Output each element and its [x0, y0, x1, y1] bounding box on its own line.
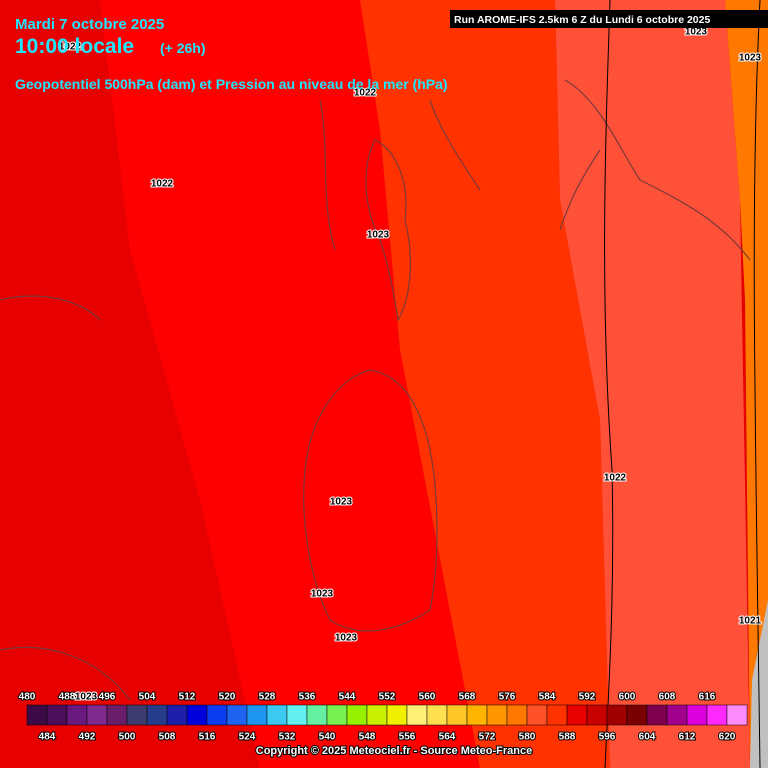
color-swatch	[266, 704, 288, 726]
level-label: 616	[699, 692, 716, 703]
level-label: 480	[19, 692, 36, 703]
color-swatch	[46, 704, 68, 726]
level-label: 608	[659, 692, 676, 703]
color-swatch	[586, 704, 608, 726]
color-swatch	[466, 704, 488, 726]
level-label: 520	[219, 692, 236, 703]
color-swatch	[646, 704, 668, 726]
color-swatch	[486, 704, 508, 726]
level-label: 592	[579, 692, 596, 703]
level-label: 500	[119, 732, 136, 743]
color-swatch	[566, 704, 588, 726]
level-label: 620	[719, 732, 736, 743]
isobar-label: 1022	[354, 88, 377, 99]
level-label: 484	[39, 732, 56, 743]
level-label: 588	[559, 732, 576, 743]
color-swatch	[686, 704, 708, 726]
field-orange-red	[360, 0, 610, 768]
level-label: 552	[379, 692, 396, 703]
level-label: 508	[159, 732, 176, 743]
color-swatch	[146, 704, 168, 726]
color-swatch	[406, 704, 428, 726]
color-swatch	[86, 704, 108, 726]
level-label: 532	[279, 732, 296, 743]
level-label: 544	[339, 692, 356, 703]
color-swatch	[546, 704, 568, 726]
level-label: 496	[99, 692, 116, 703]
isobar-label: 1023	[335, 633, 358, 644]
color-swatch	[246, 704, 268, 726]
color-swatch	[446, 704, 468, 726]
color-swatch	[126, 704, 148, 726]
coastlines	[0, 79, 751, 701]
color-swatch	[426, 704, 448, 726]
date: Mardi 7 octobre 2025	[15, 16, 164, 33]
isobar-label: 1023	[75, 692, 98, 703]
level-label: 604	[639, 732, 656, 743]
color-swatch	[66, 704, 88, 726]
color-swatch	[346, 704, 368, 726]
color-swatch	[526, 704, 548, 726]
color-swatch	[706, 704, 728, 726]
level-label: 560	[419, 692, 436, 703]
isobar-label: 1022	[151, 179, 174, 190]
run-box	[450, 10, 768, 28]
level-label: 600	[619, 692, 636, 703]
color-swatch	[606, 704, 628, 726]
level-label: 564	[439, 732, 456, 743]
color-swatch	[386, 704, 408, 726]
level-label: 584	[539, 692, 556, 703]
isobar-label: 1021	[739, 616, 762, 627]
color-swatch	[666, 704, 688, 726]
color-swatch	[506, 704, 528, 726]
level-label: 512	[179, 692, 196, 703]
copyright: Copyright © 2025 Meteociel.fr - Source M…	[256, 745, 532, 757]
level-label: 572	[479, 732, 496, 743]
color-swatch	[726, 704, 748, 726]
color-swatch	[226, 704, 248, 726]
level-label: 524	[239, 732, 256, 743]
level-label: 540	[319, 732, 336, 743]
field-red	[0, 0, 480, 768]
isobar-label: 1022	[59, 42, 82, 53]
color-swatch	[626, 704, 648, 726]
isobar-label: 1023	[367, 230, 390, 241]
isobar-label: 1023	[311, 589, 334, 600]
level-label: 596	[599, 732, 616, 743]
field-light-red	[555, 0, 750, 768]
level-label: 488	[59, 692, 76, 703]
level-label: 504	[139, 692, 156, 703]
level-label: 492	[79, 732, 96, 743]
color-swatch	[286, 704, 308, 726]
color-swatch	[186, 704, 208, 726]
colorbar: 480 484 488 492 496 500 504 508 512 516 520 524 528 5…	[18, 691, 748, 744]
level-label: 576	[499, 692, 516, 703]
lead-time: (+ 26h)	[160, 40, 206, 56]
color-swatch	[106, 704, 128, 726]
run-info: Run AROME-IFS 2.5km 6 Z du Lundi 6 octob…	[454, 14, 710, 26]
isobar-label: 1023	[330, 497, 353, 508]
level-label: 580	[519, 732, 536, 743]
color-swatch	[366, 704, 388, 726]
level-label: 568	[459, 692, 476, 703]
level-label: 528	[259, 692, 276, 703]
level-label: 556	[399, 732, 416, 743]
color-swatch	[306, 704, 328, 726]
isobar-label: 1023	[685, 27, 708, 38]
level-label: 516	[199, 732, 216, 743]
color-swatch	[26, 704, 48, 726]
color-swatch	[326, 704, 348, 726]
color-swatch	[206, 704, 228, 726]
level-label: 612	[679, 732, 696, 743]
level-label: 548	[359, 732, 376, 743]
isobar-label: 1022	[604, 473, 627, 484]
isobar-lines	[604, 0, 761, 768]
level-label: 536	[299, 692, 316, 703]
time: 10:00 locale	[15, 35, 134, 58]
isobar-label: 1023	[739, 53, 762, 64]
subtitle: Geopotentiel 500hPa (dam) et Pression au…	[15, 76, 448, 92]
color-swatch	[166, 704, 188, 726]
